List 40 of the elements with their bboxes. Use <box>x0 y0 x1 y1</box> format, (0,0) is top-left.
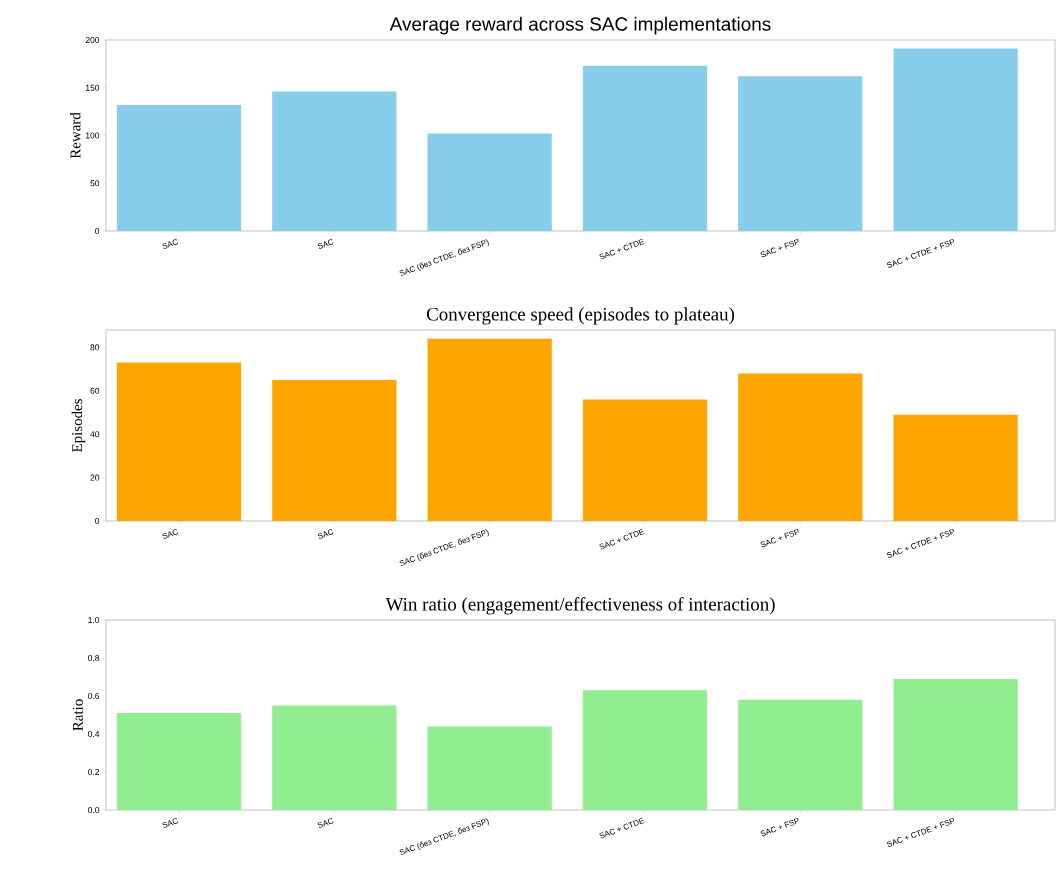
y-tick-label: 40 <box>90 431 100 438</box>
bar <box>738 699 863 810</box>
bar <box>582 65 708 231</box>
y-tick-label: 100 <box>85 132 100 139</box>
bar <box>116 362 242 521</box>
bar <box>272 379 397 521</box>
y-tick-label: 200 <box>85 37 100 43</box>
y-tick-label: 0 <box>95 228 100 234</box>
y-tick-label: 0 <box>95 518 100 524</box>
bar <box>582 690 708 810</box>
y-tick-label: 0.6 <box>88 693 100 699</box>
y-axis-title: Ratio <box>72 699 83 731</box>
chart-title: Win ratio (engagement/effectiveness of interaction) <box>385 597 775 615</box>
bar <box>427 338 552 521</box>
chart-title: Average reward across SAC implementations <box>389 16 771 35</box>
bar <box>738 76 863 231</box>
bar <box>272 705 397 810</box>
bar <box>738 373 863 521</box>
y-tick-label: 60 <box>90 387 100 394</box>
bar <box>427 133 552 231</box>
y-axis-title: Reward <box>70 112 81 159</box>
y-tick-label: 0.4 <box>88 731 100 737</box>
bar <box>893 414 1018 521</box>
y-tick-label: 0.8 <box>88 655 100 661</box>
bar <box>272 91 397 231</box>
y-axis-title: Episodes <box>71 399 86 453</box>
y-tick-label: 0.0 <box>88 807 100 813</box>
bar <box>116 104 242 231</box>
y-tick-label: 50 <box>90 180 100 187</box>
y-tick-label: 0.2 <box>88 769 100 775</box>
bar <box>893 48 1018 231</box>
y-tick-label: 80 <box>90 344 100 351</box>
chart-title: Convergence speed (episodes to plateau) <box>426 307 735 325</box>
y-tick-label: 150 <box>85 84 100 91</box>
bar <box>427 726 552 810</box>
bar <box>582 399 708 521</box>
y-tick-label: 20 <box>90 474 100 481</box>
y-tick-label: 1.0 <box>88 617 100 623</box>
bar <box>893 678 1018 810</box>
bar <box>116 713 242 810</box>
